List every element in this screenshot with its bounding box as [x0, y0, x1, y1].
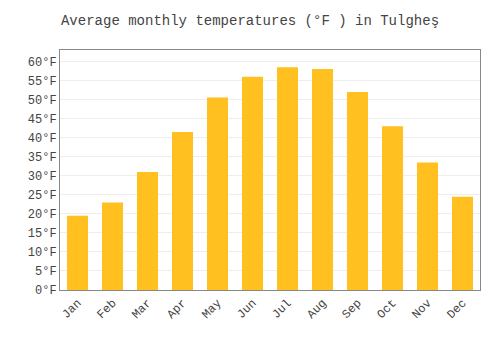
- svg-text:55°F: 55°F: [28, 75, 57, 89]
- svg-text:0°F: 0°F: [35, 284, 57, 298]
- svg-text:20°F: 20°F: [28, 208, 57, 222]
- svg-text:25°F: 25°F: [28, 189, 57, 203]
- svg-text:Oct: Oct: [374, 297, 399, 322]
- svg-text:Jun: Jun: [234, 297, 259, 322]
- svg-text:Dec: Dec: [444, 297, 469, 322]
- svg-text:15°F: 15°F: [28, 227, 57, 241]
- svg-text:5°F: 5°F: [35, 265, 57, 279]
- svg-text:Aug: Aug: [304, 297, 329, 322]
- svg-text:Average monthly temperatures (: Average monthly temperatures (°F ) in Tu…: [61, 13, 439, 29]
- svg-text:Apr: Apr: [164, 297, 189, 322]
- svg-text:Sep: Sep: [339, 297, 364, 322]
- svg-text:60°F: 60°F: [28, 56, 57, 70]
- svg-text:40°F: 40°F: [28, 132, 57, 146]
- svg-text:30°F: 30°F: [28, 170, 57, 184]
- svg-text:45°F: 45°F: [28, 113, 57, 127]
- svg-text:10°F: 10°F: [28, 246, 57, 260]
- svg-text:Mar: Mar: [129, 297, 154, 322]
- svg-text:50°F: 50°F: [28, 94, 57, 108]
- svg-text:Jul: Jul: [269, 297, 294, 322]
- svg-text:Nov: Nov: [409, 297, 434, 322]
- svg-text:Jan: Jan: [59, 297, 84, 322]
- svg-text:35°F: 35°F: [28, 151, 57, 165]
- svg-text:Feb: Feb: [94, 297, 119, 322]
- svg-text:May: May: [199, 297, 224, 322]
